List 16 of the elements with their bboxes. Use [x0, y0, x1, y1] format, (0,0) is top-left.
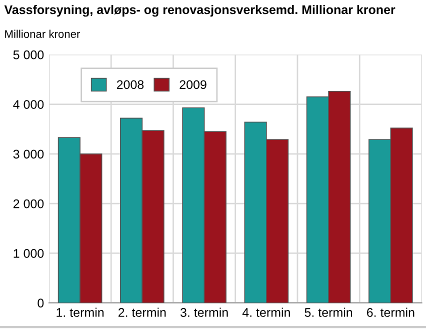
y-tick-label: 0	[38, 298, 44, 308]
x-tick-label: 2. termin	[118, 308, 166, 317]
y-tick-label: 3 000	[13, 150, 44, 159]
x-tick-label: 5. termin	[304, 308, 352, 317]
x-tick-label: 3. termin	[180, 308, 228, 317]
x-tick-label: 6. termin	[367, 308, 414, 317]
chart-title: Vassforsyning, avløps- og renovasjonsverksemd. Millionar kroner	[4, 4, 396, 17]
x-tick-label: 4. termin	[242, 308, 290, 317]
y-axis-title: Millionar kroner	[5, 30, 80, 38]
y-tick-label: 5 000	[13, 50, 44, 60]
legend-label: 2009	[180, 80, 206, 90]
legend-label: 2008	[116, 80, 144, 90]
y-tick-label: 2 000	[13, 199, 44, 208]
y-tick-label: 4 000	[13, 100, 44, 109]
x-tick-label: 1. termin	[56, 308, 104, 317]
y-tick-label: 1 000	[14, 249, 44, 258]
